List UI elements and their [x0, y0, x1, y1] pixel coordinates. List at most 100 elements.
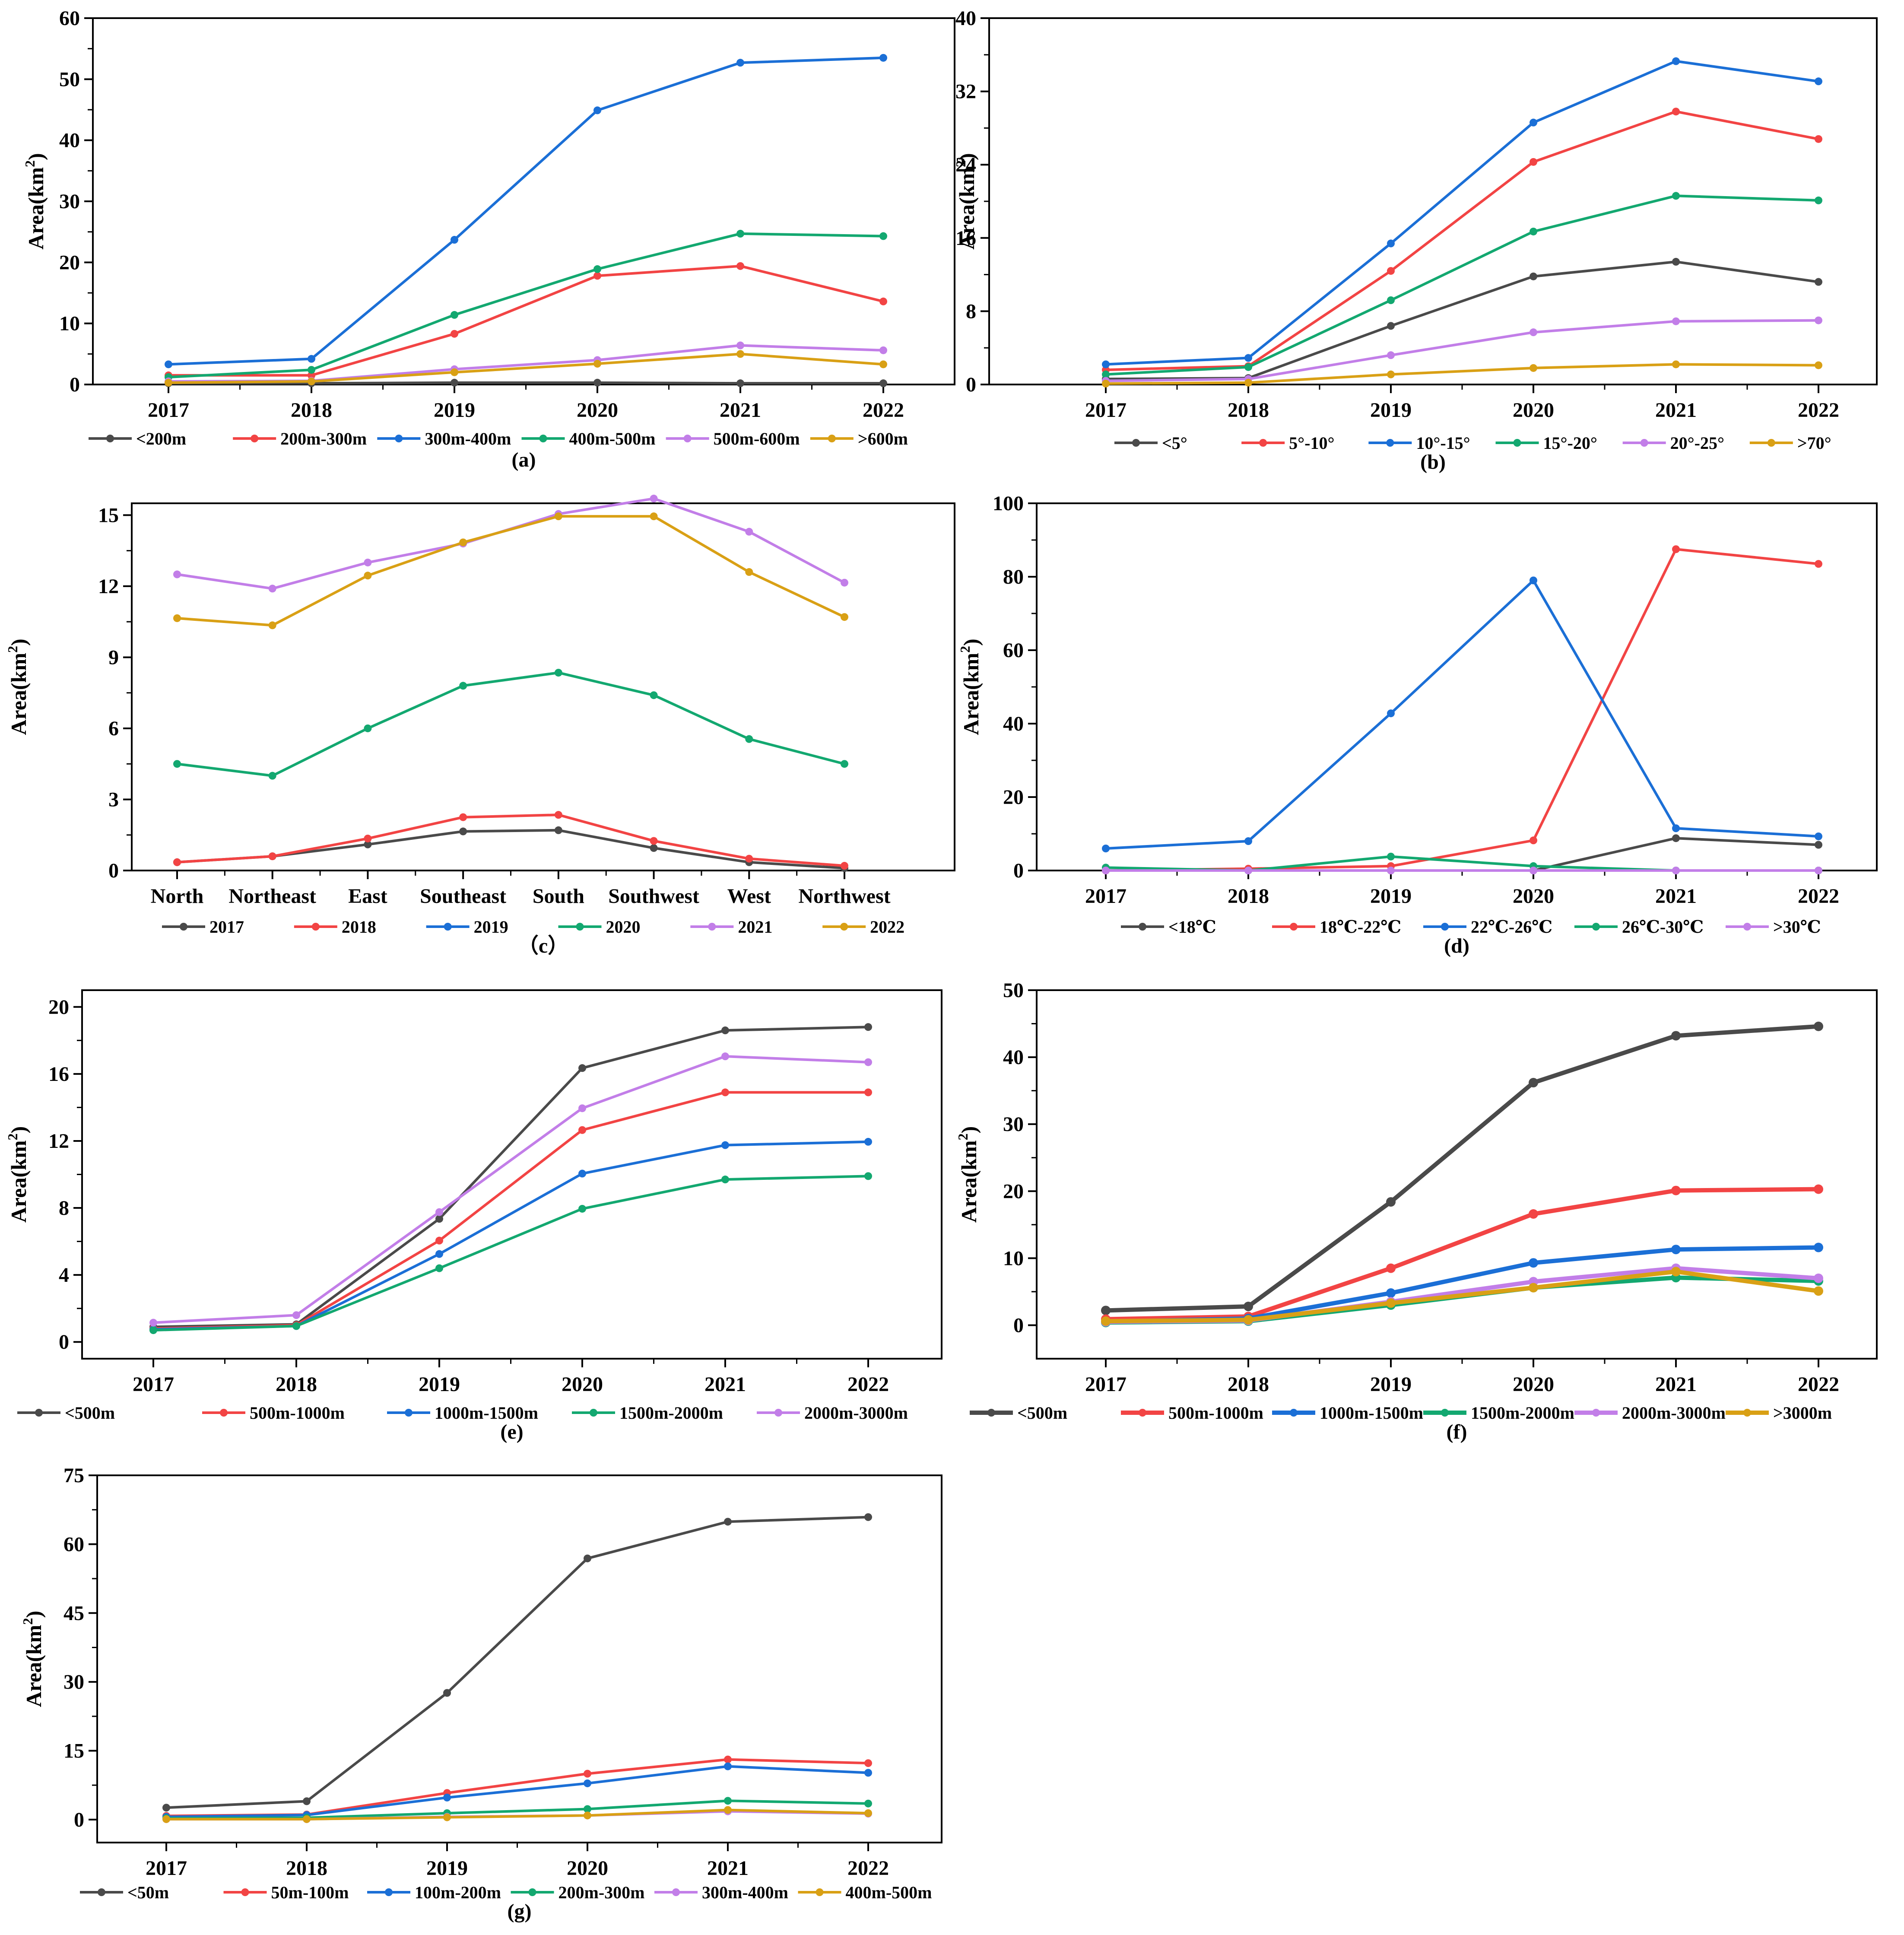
data-point — [745, 855, 753, 863]
data-point — [736, 262, 744, 270]
data-point — [745, 527, 753, 536]
legend-entry: <500m — [1017, 1403, 1067, 1423]
legend-entry: 2020 — [606, 917, 641, 937]
y-tick-label: 60 — [63, 1533, 84, 1556]
data-point — [1386, 1197, 1396, 1207]
data-point — [593, 272, 601, 280]
series-line — [1105, 579, 1819, 850]
data-point — [1102, 379, 1110, 388]
data-point — [173, 570, 181, 578]
x-tick-label: South — [533, 885, 584, 908]
legend-entry: >30℃ — [1773, 917, 1821, 937]
data-point — [268, 621, 276, 629]
legend-swatch-marker — [311, 923, 320, 931]
y-tick-label: 20 — [48, 996, 69, 1019]
data-point — [303, 1797, 311, 1805]
data-point — [1672, 192, 1680, 200]
y-tick-label: 12 — [98, 575, 119, 598]
data-point — [650, 691, 658, 699]
series-line — [168, 56, 884, 366]
data-point — [1530, 227, 1537, 235]
chart-panel: 0 8 16 24 32 40 2017 2018 2019 2020 2021 2022 Area(k… — [953, 7, 1878, 473]
legend-swatch-marker — [539, 435, 547, 442]
legend-entry: 2000m-3000m — [804, 1403, 908, 1423]
data-point — [308, 371, 315, 379]
data-point — [1244, 378, 1252, 387]
data-point — [736, 379, 744, 388]
legend-entry: 300m-400m — [702, 1883, 788, 1902]
legend-entry: 1000m-1500m — [435, 1403, 538, 1423]
data-point — [864, 1513, 872, 1521]
data-point — [149, 1319, 157, 1327]
series-line — [168, 353, 884, 384]
data-point — [1814, 1286, 1823, 1296]
y-tick-label: 20 — [1003, 1180, 1024, 1203]
x-tick-label: 2019 — [1370, 1373, 1412, 1396]
data-point — [578, 1104, 586, 1112]
y-tick-label: 50 — [59, 68, 80, 91]
data-point — [1671, 1185, 1681, 1195]
data-point — [554, 811, 562, 819]
series-line — [168, 232, 884, 379]
series-line — [1105, 1187, 1819, 1322]
legend-entry: <200m — [136, 429, 186, 448]
y-tick-label: 16 — [955, 227, 976, 250]
legend-swatch-marker — [708, 923, 716, 931]
y-tick-label: 15 — [63, 1740, 84, 1763]
legend-swatch-marker — [1767, 439, 1775, 447]
data-point — [1672, 834, 1680, 842]
data-point — [451, 378, 458, 387]
x-tick-label: 2020 — [577, 399, 618, 422]
y-tick-label: 80 — [1003, 566, 1024, 588]
data-point — [864, 1809, 872, 1817]
series-line — [153, 1140, 869, 1331]
legend-entry: <50m — [127, 1883, 169, 1902]
data-point — [745, 568, 753, 576]
data-point — [593, 359, 601, 368]
data-point — [864, 1759, 872, 1767]
y-tick-label: 10 — [59, 312, 80, 335]
plot-frame — [96, 1474, 942, 1843]
data-point — [736, 341, 744, 350]
data-point — [1102, 867, 1110, 874]
data-point — [451, 330, 458, 338]
data-point — [364, 834, 372, 842]
y-tick-label: 50 — [1003, 979, 1024, 1002]
x-tick-label: 2018 — [1228, 885, 1269, 908]
data-point — [879, 379, 887, 388]
data-point — [1815, 316, 1822, 324]
y-tick-label: 3 — [108, 788, 119, 811]
x-tick-label: 2019 — [426, 1857, 468, 1880]
data-point — [1530, 576, 1537, 585]
data-point — [721, 1052, 729, 1061]
data-point — [308, 355, 315, 363]
data-point — [864, 1058, 872, 1066]
data-point — [554, 512, 562, 521]
series-line — [1105, 110, 1819, 372]
legend-swatch-marker — [1743, 1409, 1751, 1417]
series-line — [1105, 548, 1819, 872]
x-tick-label: 2022 — [847, 1857, 889, 1880]
y-tick-label: 6 — [108, 717, 119, 740]
x-tick-label: 2020 — [1513, 1373, 1554, 1396]
x-tick-label: 2021 — [704, 1373, 746, 1396]
data-point — [162, 1804, 170, 1812]
data-point — [165, 378, 172, 387]
data-point — [650, 512, 658, 521]
data-point — [1672, 360, 1680, 369]
y-axis-title: Area(km2) — [953, 153, 979, 249]
data-point — [1815, 135, 1822, 143]
data-point — [1244, 1315, 1253, 1325]
data-point — [292, 1322, 300, 1330]
x-tick-label: Southwest — [608, 885, 699, 908]
panel-label: (e) — [500, 1420, 523, 1443]
y-axis-title: Area(km2) — [5, 639, 31, 735]
series-line — [153, 1091, 868, 1330]
data-point — [364, 559, 372, 567]
panel-label: (b) — [1420, 451, 1446, 473]
data-point — [165, 360, 172, 369]
data-point — [1387, 709, 1395, 718]
x-tick-label: 2019 — [1370, 399, 1412, 422]
data-point — [1672, 545, 1680, 553]
